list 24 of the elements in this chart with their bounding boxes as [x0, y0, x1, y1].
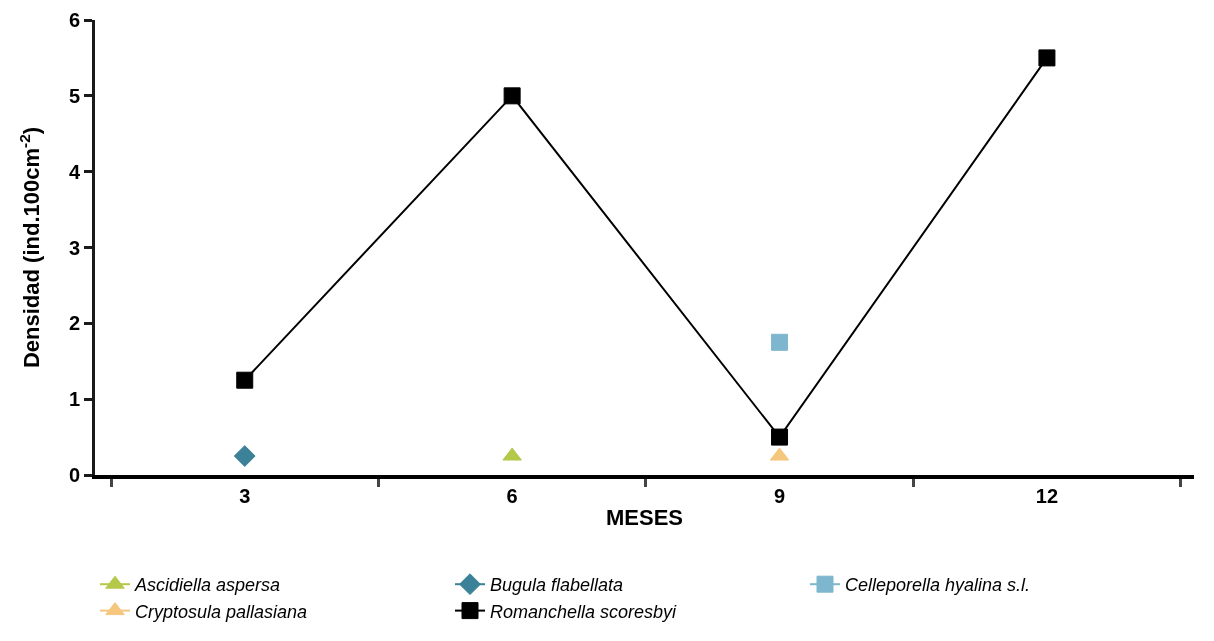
- y-tick-label: 0: [68, 464, 80, 486]
- x-tick-label: 6: [506, 485, 518, 507]
- point: [502, 447, 522, 461]
- legend-label: Bugula flabellata: [490, 575, 624, 596]
- x-tick-label: 12: [1035, 485, 1059, 507]
- y-tick-label: 3: [68, 236, 80, 259]
- y-tick-label: 1: [68, 388, 80, 411]
- x-tick-label: 9: [773, 485, 786, 507]
- x-axis-title: MESES: [605, 505, 684, 531]
- point: [503, 87, 521, 105]
- legend-label: Ascidiella aspersa: [134, 575, 281, 596]
- x-tick-label: 3: [239, 485, 251, 507]
- legend-label: Romanchella scoresbyi: [490, 601, 678, 622]
- legend-label: Celleporella hyalina s.l.: [845, 575, 1031, 596]
- y-tick-label: 6: [68, 9, 80, 31]
- point: [1038, 49, 1056, 67]
- y-tick-label: 5: [68, 84, 80, 107]
- y-tick-label: 2: [68, 312, 80, 335]
- y-tick-label: 4: [68, 160, 81, 183]
- point: [771, 428, 789, 446]
- point: [771, 333, 789, 351]
- legend-label: Cryptosula pallasiana: [135, 601, 308, 622]
- point: [236, 371, 254, 389]
- point: [233, 445, 256, 467]
